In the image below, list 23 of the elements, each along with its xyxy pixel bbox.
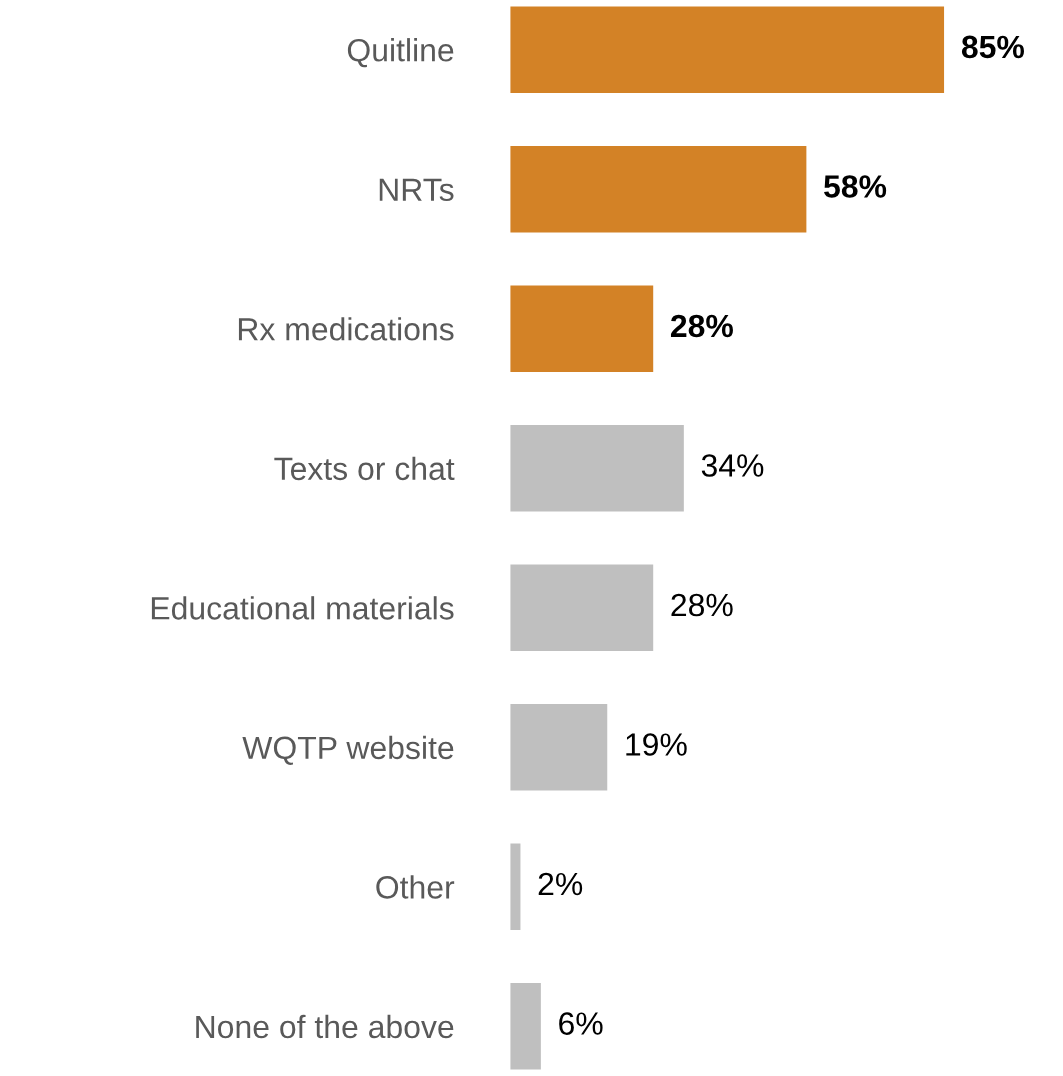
bar [510, 6, 945, 93]
bar [510, 285, 654, 372]
bar [510, 704, 608, 791]
data-label: 58% [824, 175, 887, 198]
data-label: 34% [701, 454, 764, 477]
bar [510, 145, 807, 233]
y-tick-label: Rx medications [238, 317, 454, 341]
y-tick-label: WQTP website [242, 735, 454, 765]
y-tick-label: Quitline [347, 38, 454, 68]
y-tick-label: Educational materials [151, 596, 454, 620]
data-label: 85% [961, 35, 1024, 59]
bar [510, 983, 541, 1070]
bar [510, 424, 684, 512]
y-tick-label: NRTs [379, 178, 454, 202]
data-label: 19% [626, 733, 687, 756]
y-tick-label: None of the above [196, 1014, 454, 1039]
data-label: 28% [671, 593, 733, 617]
bar [510, 564, 654, 652]
y-tick-label: Texts or chat [274, 456, 455, 481]
data-label: 28% [670, 314, 733, 338]
y-tick-label: Other [376, 875, 455, 899]
data-label: 2% [538, 872, 583, 896]
data-label: 6% [559, 1012, 603, 1035]
